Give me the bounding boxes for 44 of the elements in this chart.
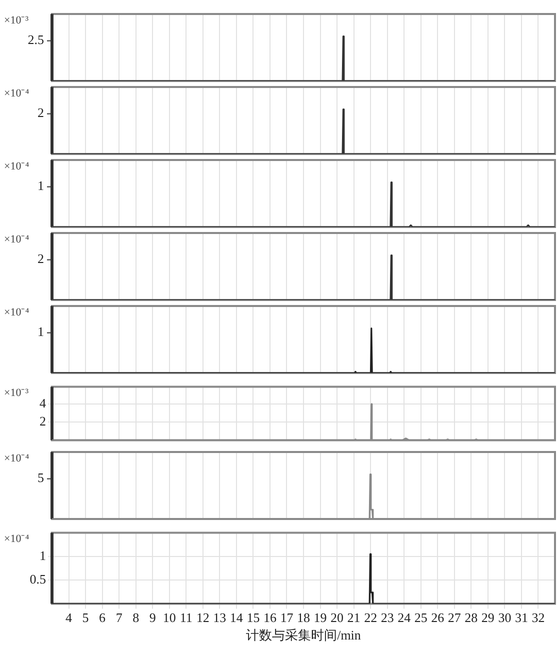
x-tick-label: 23	[380, 610, 394, 626]
x-tick-label: 10	[162, 610, 176, 626]
x-tick-label: 16	[263, 610, 277, 626]
x-tick-label: 11	[180, 610, 192, 626]
x-tick-label: 12	[196, 610, 210, 626]
text: ×10⁻⁴	[4, 306, 30, 318]
x-tick-label: 7	[116, 610, 123, 626]
x-tick-label: 18	[297, 610, 310, 626]
x-tick-label: 4	[66, 610, 73, 626]
text: ×10⁻³	[4, 387, 30, 400]
x-tick-label: 32	[532, 610, 545, 626]
x-tick-label: 30	[498, 610, 512, 626]
y-tick-label: 4	[40, 395, 46, 410]
x-tick-label: 15	[246, 610, 260, 626]
x-tick-label: 25	[414, 610, 428, 626]
x-tick-label: 21	[347, 610, 360, 626]
text: ×10⁻³	[4, 14, 30, 26]
x-tick-label: 27	[448, 610, 462, 626]
x-tick-label: 13	[213, 610, 226, 626]
x-tick-label: 29	[481, 610, 494, 626]
x-tick-label: 14	[230, 610, 244, 626]
x-tick-label: 24	[398, 610, 412, 626]
x-tick-label: 28	[464, 610, 478, 626]
text: ×10⁻⁴	[4, 533, 30, 546]
x-tick-label: 19	[314, 610, 327, 626]
y-tick-label: 1	[40, 548, 46, 563]
x-tick-label: 8	[132, 610, 140, 626]
y-tick-label: 2	[40, 414, 46, 429]
text: 5	[38, 470, 44, 486]
x-tick-label: 17	[280, 610, 294, 626]
text: ×10⁻⁴	[4, 233, 30, 246]
x-tick-label: 22	[364, 610, 378, 626]
x-axis-title: 计数与采集时间/min	[246, 628, 362, 643]
x-tick-label: 9	[149, 610, 156, 626]
text: ×10⁻⁴	[4, 452, 30, 464]
y-tick-label: 0.5	[30, 572, 46, 587]
text: ×10⁻⁴	[4, 160, 30, 172]
x-tick-label: 5	[82, 610, 89, 626]
x-tick-label: 6	[99, 610, 106, 626]
text: ×10⁻⁴	[4, 87, 30, 100]
x-tick-label: 20	[330, 610, 344, 626]
x-tick-label: 31	[514, 610, 528, 626]
text: 2.5	[28, 32, 44, 48]
x-tick-label: 26	[431, 610, 445, 626]
